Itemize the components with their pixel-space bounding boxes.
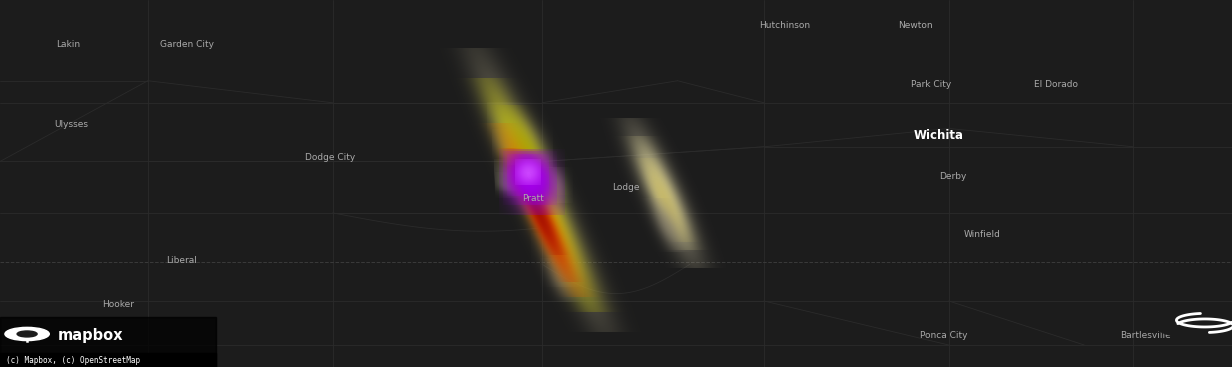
- Text: Winfield: Winfield: [963, 230, 1000, 239]
- Text: Wichita: Wichita: [914, 129, 963, 142]
- Text: Garden City: Garden City: [160, 40, 214, 48]
- Bar: [0, 353, 216, 367]
- Text: Pratt: Pratt: [522, 194, 545, 203]
- Text: mapbox: mapbox: [58, 328, 123, 343]
- Text: Hooker: Hooker: [102, 300, 134, 309]
- Circle shape: [1153, 308, 1232, 338]
- Text: Lakin: Lakin: [55, 40, 80, 48]
- Text: Derby: Derby: [939, 172, 966, 181]
- Text: Liberal: Liberal: [165, 256, 197, 265]
- Text: Bartlesville: Bartlesville: [1120, 331, 1172, 340]
- Circle shape: [17, 331, 37, 337]
- Text: (c) Mapbox, (c) OpenStreetMap: (c) Mapbox, (c) OpenStreetMap: [6, 356, 140, 364]
- Text: Ulysses: Ulysses: [54, 120, 89, 129]
- Text: Newton: Newton: [898, 21, 933, 30]
- Text: Lodge: Lodge: [612, 183, 639, 192]
- Circle shape: [5, 327, 49, 341]
- Text: Ponca City: Ponca City: [920, 331, 967, 340]
- Text: Park City: Park City: [912, 80, 951, 89]
- Text: Hutchinson: Hutchinson: [759, 21, 811, 30]
- Bar: [0, 317, 216, 367]
- Text: El Dorado: El Dorado: [1034, 80, 1078, 89]
- Text: Dodge City: Dodge City: [306, 153, 355, 162]
